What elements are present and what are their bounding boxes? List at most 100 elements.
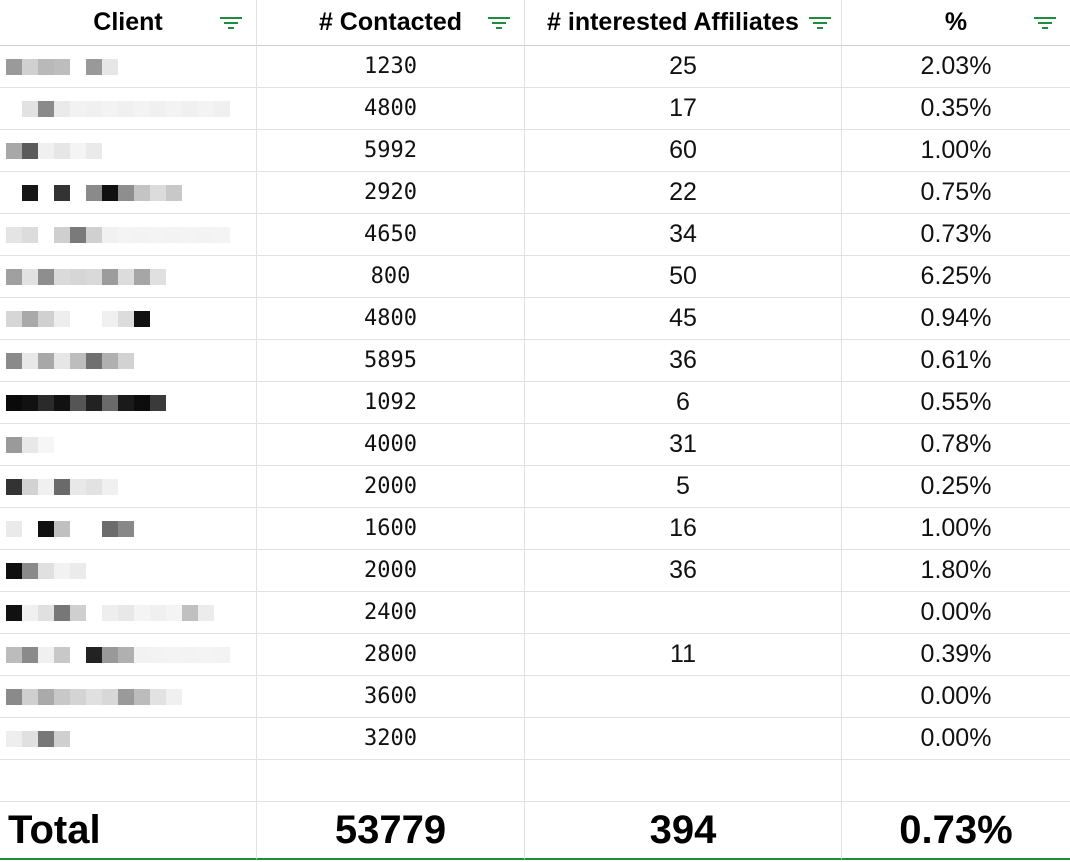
redacted-text xyxy=(6,142,102,159)
percent-cell[interactable]: 2.03% xyxy=(842,46,1070,88)
contacted-cell[interactable]: 5992 xyxy=(257,130,525,172)
empty-cell[interactable] xyxy=(257,760,525,802)
client-cell-redacted[interactable] xyxy=(0,130,257,172)
interested-cell[interactable]: 36 xyxy=(525,340,842,382)
interested-cell[interactable]: 45 xyxy=(525,298,842,340)
interested-cell[interactable] xyxy=(525,592,842,634)
empty-cell[interactable] xyxy=(0,760,257,802)
redacted-text xyxy=(6,268,166,285)
empty-cell[interactable] xyxy=(842,760,1070,802)
redacted-text xyxy=(6,58,118,75)
client-cell-redacted[interactable] xyxy=(0,340,257,382)
interested-cell[interactable]: 17 xyxy=(525,88,842,130)
interested-cell[interactable]: 11 xyxy=(525,634,842,676)
percent-cell[interactable]: 1.00% xyxy=(842,508,1070,550)
contacted-cell[interactable]: 4000 xyxy=(257,424,525,466)
interested-cell[interactable]: 5 xyxy=(525,466,842,508)
client-cell-redacted[interactable] xyxy=(0,172,257,214)
client-cell-redacted[interactable] xyxy=(0,424,257,466)
redacted-text xyxy=(6,688,182,705)
client-cell-redacted[interactable] xyxy=(0,550,257,592)
redacted-text xyxy=(6,604,214,621)
filter-icon[interactable] xyxy=(1034,17,1056,31)
total-contacted-cell[interactable]: 53779 xyxy=(257,802,525,860)
interested-cell[interactable]: 6 xyxy=(525,382,842,424)
header-client[interactable]: Client xyxy=(0,0,257,46)
filter-icon[interactable] xyxy=(220,17,242,31)
interested-cell[interactable]: 50 xyxy=(525,256,842,298)
contacted-cell[interactable]: 3600 xyxy=(257,676,525,718)
percent-cell[interactable]: 0.78% xyxy=(842,424,1070,466)
percent-cell[interactable]: 0.00% xyxy=(842,718,1070,760)
contacted-cell[interactable]: 1600 xyxy=(257,508,525,550)
contacted-cell[interactable]: 4800 xyxy=(257,88,525,130)
percent-cell[interactable]: 0.00% xyxy=(842,592,1070,634)
client-cell-redacted[interactable] xyxy=(0,214,257,256)
redacted-text xyxy=(6,436,54,453)
client-cell-redacted[interactable] xyxy=(0,718,257,760)
percent-cell[interactable]: 1.00% xyxy=(842,130,1070,172)
interested-cell[interactable]: 25 xyxy=(525,46,842,88)
contacted-cell[interactable]: 1092 xyxy=(257,382,525,424)
header-percent[interactable]: % xyxy=(842,0,1070,46)
client-cell-redacted[interactable] xyxy=(0,256,257,298)
client-cell-redacted[interactable] xyxy=(0,298,257,340)
client-cell-redacted[interactable] xyxy=(0,634,257,676)
contacted-cell[interactable]: 2920 xyxy=(257,172,525,214)
redacted-text xyxy=(6,730,70,747)
redacted-text xyxy=(6,520,134,537)
interested-cell[interactable]: 36 xyxy=(525,550,842,592)
contacted-cell[interactable]: 4650 xyxy=(257,214,525,256)
contacted-cell[interactable]: 5895 xyxy=(257,340,525,382)
total-percent-cell[interactable]: 0.73% xyxy=(842,802,1070,860)
contacted-cell[interactable]: 2000 xyxy=(257,550,525,592)
interested-cell[interactable] xyxy=(525,718,842,760)
percent-cell[interactable]: 0.94% xyxy=(842,298,1070,340)
percent-cell[interactable]: 0.61% xyxy=(842,340,1070,382)
percent-cell[interactable]: 0.55% xyxy=(842,382,1070,424)
interested-cell[interactable]: 16 xyxy=(525,508,842,550)
contacted-cell[interactable]: 2400 xyxy=(257,592,525,634)
interested-cell[interactable] xyxy=(525,676,842,718)
percent-cell[interactable]: 0.75% xyxy=(842,172,1070,214)
percent-cell[interactable]: 0.35% xyxy=(842,88,1070,130)
redacted-text xyxy=(6,226,230,243)
total-interested-cell[interactable]: 394 xyxy=(525,802,842,860)
client-cell-redacted[interactable] xyxy=(0,382,257,424)
redacted-text xyxy=(6,478,118,495)
percent-cell[interactable]: 0.73% xyxy=(842,214,1070,256)
contacted-cell[interactable]: 3200 xyxy=(257,718,525,760)
interested-cell[interactable]: 22 xyxy=(525,172,842,214)
interested-cell[interactable]: 34 xyxy=(525,214,842,256)
interested-cell[interactable]: 60 xyxy=(525,130,842,172)
client-cell-redacted[interactable] xyxy=(0,466,257,508)
client-cell-redacted[interactable] xyxy=(0,88,257,130)
percent-cell[interactable]: 1.80% xyxy=(842,550,1070,592)
client-cell-redacted[interactable] xyxy=(0,508,257,550)
percent-cell[interactable]: 0.39% xyxy=(842,634,1070,676)
filter-icon[interactable] xyxy=(809,17,831,31)
percent-cell[interactable]: 0.25% xyxy=(842,466,1070,508)
client-cell-redacted[interactable] xyxy=(0,592,257,634)
interested-cell[interactable]: 31 xyxy=(525,424,842,466)
contacted-cell[interactable]: 4800 xyxy=(257,298,525,340)
client-cell-redacted[interactable] xyxy=(0,46,257,88)
total-percent: 0.73% xyxy=(899,807,1013,852)
redacted-text xyxy=(6,184,182,201)
total-interested: 394 xyxy=(649,807,717,852)
contacted-cell[interactable]: 2000 xyxy=(257,466,525,508)
contacted-cell[interactable]: 800 xyxy=(257,256,525,298)
contacted-cell[interactable]: 2800 xyxy=(257,634,525,676)
filter-icon[interactable] xyxy=(488,17,510,31)
percent-cell[interactable]: 6.25% xyxy=(842,256,1070,298)
header-contacted[interactable]: # Contacted xyxy=(257,0,525,46)
empty-cell[interactable] xyxy=(525,760,842,802)
contacted-cell[interactable]: 1230 xyxy=(257,46,525,88)
total-label-cell[interactable]: Total xyxy=(0,802,257,860)
client-cell-redacted[interactable] xyxy=(0,676,257,718)
percent-cell[interactable]: 0.00% xyxy=(842,676,1070,718)
redacted-text xyxy=(6,310,150,327)
header-contacted-label: # Contacted xyxy=(318,8,463,36)
header-interested[interactable]: # interested Affiliates xyxy=(525,0,842,46)
